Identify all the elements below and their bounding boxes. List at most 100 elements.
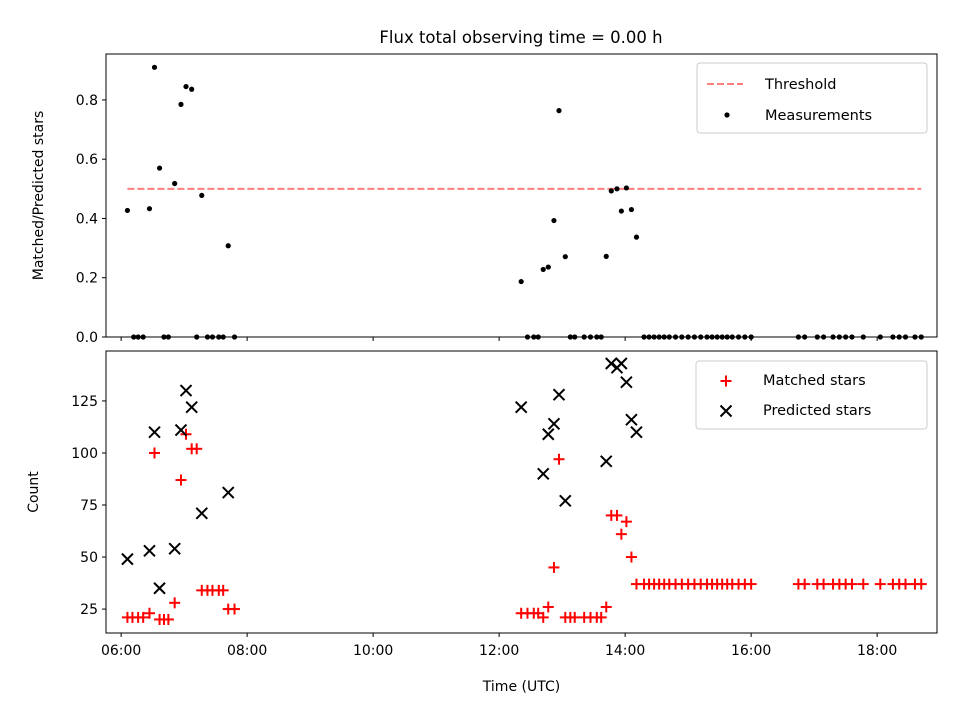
count-legend: Matched stars Predicted stars xyxy=(695,360,928,430)
matched-star-point xyxy=(548,561,560,573)
measurement-point xyxy=(189,86,195,92)
ratio-y-tick-label: 0.6 xyxy=(76,152,98,168)
predicted-star-point xyxy=(148,425,161,439)
ratio-y-tick-label: 0.2 xyxy=(76,271,98,287)
predicted-star-point xyxy=(542,428,555,441)
predicted-star-point xyxy=(537,467,550,480)
matched-star-point xyxy=(600,601,612,613)
measurement-point xyxy=(608,188,614,194)
measurement-point xyxy=(545,264,551,270)
measurement-point xyxy=(556,108,562,114)
measurement-point xyxy=(518,278,524,285)
measurement-point xyxy=(156,165,163,171)
matched-star-point xyxy=(542,601,554,613)
ratio-y-ticks: 0.0 0.2 0.4 0.6 0.8 xyxy=(76,93,106,346)
predicted-star-point xyxy=(153,582,166,595)
count-panel: 06:00 08:00 10:00 12:00 14:00 16:00 18:00 25 50… xyxy=(26,350,938,695)
matched-star-point xyxy=(162,613,174,625)
x-tick-label: 18:00 xyxy=(857,643,897,659)
x-tick-label: 12:00 xyxy=(479,643,519,659)
measurement-point xyxy=(172,180,178,187)
x-tick-label: 06:00 xyxy=(101,643,141,659)
matched-legend-swatch xyxy=(720,375,732,387)
matched-star-point xyxy=(615,528,627,540)
predicted-legend-swatch xyxy=(719,404,733,418)
matched-legend-marker xyxy=(720,375,732,387)
matched-star-point xyxy=(611,509,623,521)
ratio-y-tick-label: 0.4 xyxy=(76,211,98,227)
figure-title: Flux total observing time = 0.00 h xyxy=(379,28,662,47)
measurement-point xyxy=(603,253,609,259)
matched-star-point xyxy=(229,603,241,615)
count-x-ticks: 06:00 08:00 10:00 12:00 14:00 16:00 18:00 xyxy=(101,633,897,659)
x-tick-label: 10:00 xyxy=(353,643,393,659)
count-y-tick-label: 125 xyxy=(71,394,98,410)
matched-star-point xyxy=(175,474,187,486)
measurement-point xyxy=(199,192,205,198)
x-tick-label: 16:00 xyxy=(731,643,771,659)
ratio-y-tick-label: 0.8 xyxy=(76,93,98,109)
measurement-point xyxy=(178,101,184,107)
predicted-star-point xyxy=(552,388,566,401)
measurement-point xyxy=(146,206,153,212)
ratio-panel: 0.00.20.40.60.8 Matched/Predicted stars … xyxy=(31,53,938,346)
ratio-x-ticks xyxy=(120,337,878,341)
measurement-point xyxy=(633,234,640,240)
matched-star-point xyxy=(857,578,869,590)
matched-stars-points xyxy=(121,428,927,625)
predicted-star-point xyxy=(174,423,188,437)
matched-star-point xyxy=(569,611,581,623)
matched-star-point xyxy=(625,551,637,563)
matched-star-point xyxy=(143,607,155,619)
ratio-y-axis-label: Matched/Predicted stars xyxy=(31,111,47,281)
ratio-panel-frame xyxy=(105,53,938,338)
predicted-star-point xyxy=(179,384,193,397)
predicted-star-point xyxy=(600,455,613,468)
matched-star-point xyxy=(537,611,549,623)
matched-star-point xyxy=(915,578,927,590)
predicted-stars-points xyxy=(121,357,643,595)
measurement-point xyxy=(225,243,231,249)
matched-star-point xyxy=(745,578,757,590)
matched-star-point xyxy=(899,578,911,590)
measurement-point xyxy=(183,83,189,90)
matched-star-point xyxy=(149,447,161,459)
matched-star-point xyxy=(818,578,830,590)
measurement-point xyxy=(623,185,629,191)
count-y-ticks: 25 50 75 100 125 xyxy=(71,394,106,618)
predicted-star-point xyxy=(121,552,134,566)
predicted-star-point xyxy=(185,400,198,414)
predicted-star-point xyxy=(605,357,618,370)
predicted-legend-marker xyxy=(719,404,733,418)
threshold-legend-label: Threshold xyxy=(764,77,836,93)
predicted-star-point xyxy=(615,357,628,370)
measurement-point xyxy=(614,186,620,192)
x-tick-label: 08:00 xyxy=(227,643,267,659)
count-y-axis-label: Count xyxy=(26,471,42,513)
measurement-point xyxy=(562,254,568,260)
matched-legend-label: Matched stars xyxy=(763,373,866,389)
measurements-legend-swatch xyxy=(724,112,730,118)
measurement-point xyxy=(540,266,546,273)
matched-star-point xyxy=(137,611,149,623)
measurement-point xyxy=(628,206,635,213)
matched-star-point xyxy=(217,584,229,596)
predicted-star-point xyxy=(559,494,572,508)
matched-star-point xyxy=(846,578,858,590)
measurement-point xyxy=(124,207,131,214)
ratio-legend: Threshold Measurements xyxy=(696,62,928,134)
predicted-star-point xyxy=(547,417,561,431)
matched-star-point xyxy=(620,516,632,528)
matched-star-point xyxy=(191,443,203,455)
ratio-legend-box xyxy=(696,62,928,134)
predicted-star-point xyxy=(625,413,638,426)
matched-star-point xyxy=(169,597,181,609)
matched-star-point xyxy=(799,578,811,590)
predicted-star-point xyxy=(195,507,208,520)
measurements-legend-label: Measurements xyxy=(765,108,872,124)
count-panel-frame xyxy=(105,350,938,634)
count-legend-box xyxy=(695,360,928,430)
x-axis-label: Time (UTC) xyxy=(482,679,560,695)
measurement-point xyxy=(618,208,624,214)
